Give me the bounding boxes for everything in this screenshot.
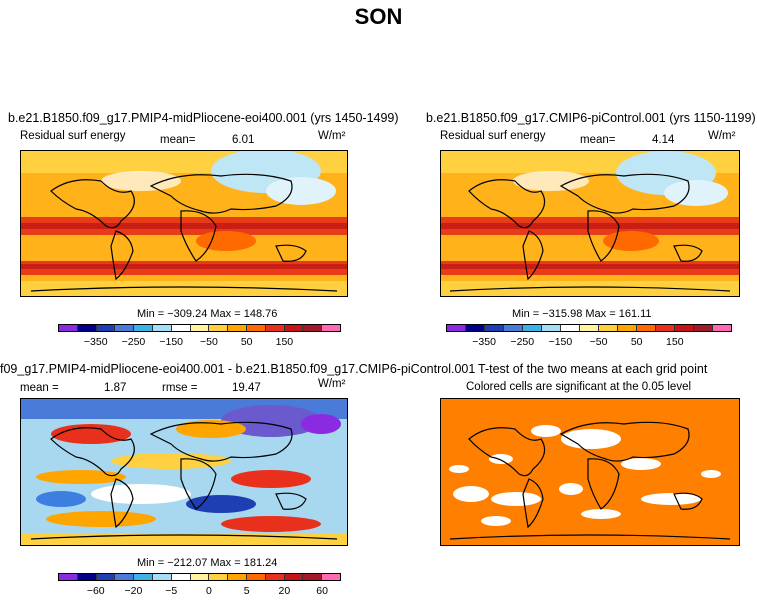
mean-label-difference: mean = <box>20 382 59 394</box>
colorbar-swatch <box>209 574 229 580</box>
colorbar-swatch <box>228 325 247 331</box>
mean-label-picontrol: mean= <box>580 134 616 146</box>
colorbar-swatch <box>190 325 210 331</box>
colorbar-tick-label: −250 <box>121 336 146 348</box>
colorbar-tick-label: 5 <box>243 585 250 597</box>
colorbar-swatch <box>303 574 323 580</box>
units-label-pliocene: W/m² <box>318 130 346 142</box>
colorbar-swatch <box>580 325 599 331</box>
colorbar-swatch <box>265 574 285 580</box>
colorbar-tick-label: −50 <box>589 336 608 348</box>
units-label-difference: W/m² <box>318 378 346 390</box>
colorbar-swatch <box>284 574 304 580</box>
colorbar-swatch <box>561 325 580 331</box>
colorbar-swatch <box>485 325 504 331</box>
colorbar-swatch <box>504 325 523 331</box>
colorbar-swatch <box>115 574 135 580</box>
colorbar-swatch <box>466 325 485 331</box>
colorbar-swatch <box>637 325 656 331</box>
minmax-difference: Min = −212.07 Max = 181.24 <box>137 557 278 569</box>
variable-label-pliocene: Residual surf energy <box>20 130 126 142</box>
colorbar-tick-label: 50 <box>240 336 253 348</box>
colorbar-tick-label: 150 <box>275 336 294 348</box>
panel-subtitle-ttest: Colored cells are significant at the 0.0… <box>466 381 692 393</box>
colorbar-swatch <box>599 325 618 331</box>
colorbar-swatch <box>228 574 247 580</box>
colorbar-swatch <box>171 325 191 331</box>
colorbar-swatch <box>77 325 97 331</box>
panel-title-picontrol: b.e21.B1850.f09_g17.CMIP6-piControl.001 … <box>426 111 756 125</box>
colorbar-tick-label: −20 <box>124 585 143 597</box>
colorbar-difference <box>58 573 341 581</box>
colorbar-swatch <box>542 325 561 331</box>
colorbar-swatch <box>265 325 285 331</box>
colorbar-tick-label: 0 <box>206 585 212 597</box>
colorbar-swatch <box>284 325 304 331</box>
colorbar-swatch <box>209 325 229 331</box>
mean-value-picontrol: 4.14 <box>652 134 675 146</box>
colorbar-tick-label: 50 <box>630 336 643 348</box>
colorbar-tick-label: −50 <box>200 336 218 348</box>
colorbar-swatch <box>523 325 542 331</box>
colorbar-picontrol <box>446 324 732 332</box>
units-label-picontrol: W/m² <box>708 130 736 142</box>
colorbar-pliocene <box>58 324 341 332</box>
colorbar-tick-label: −150 <box>548 336 573 348</box>
colorbar-swatch <box>134 325 153 331</box>
colorbar-swatch <box>447 325 466 331</box>
panel-title-difference: f09_g17.PMIP4-midPliocene-eoi400.001 - b… <box>0 362 476 376</box>
colorbar-swatch <box>152 325 172 331</box>
map-ttest <box>440 398 740 546</box>
colorbar-tick-label: 20 <box>278 585 291 597</box>
mean-label-pliocene: mean= <box>160 134 196 146</box>
colorbar-swatch <box>694 325 713 331</box>
colorbar-tick-label: −5 <box>165 585 178 597</box>
colorbar-swatch <box>96 574 116 580</box>
colorbar-tick-label: −60 <box>86 585 105 597</box>
map-picontrol <box>440 150 740 297</box>
colorbar-swatch <box>656 325 675 331</box>
map-difference <box>20 398 348 546</box>
colorbar-swatch <box>303 325 323 331</box>
minmax-picontrol: Min = −315.98 Max = 161.11 <box>512 308 652 320</box>
map-pliocene <box>20 150 348 297</box>
colorbar-swatch <box>59 574 78 580</box>
minmax-pliocene: Min = −309.24 Max = 148.76 <box>137 308 278 320</box>
colorbar-swatch <box>152 574 172 580</box>
colorbar-tick-label: −250 <box>510 336 535 348</box>
variable-label-picontrol: Residual surf energy <box>440 130 546 142</box>
colorbar-swatch <box>171 574 191 580</box>
colorbar-swatch <box>77 574 97 580</box>
colorbar-tick-label: −350 <box>83 336 108 348</box>
rmse-value-difference: 19.47 <box>232 382 261 394</box>
colorbar-swatch <box>246 325 266 331</box>
colorbar-swatch <box>96 325 116 331</box>
colorbar-swatch <box>322 325 340 331</box>
panel-title-pliocene: b.e21.B1850.f09_g17.PMIP4-midPliocene-eo… <box>8 111 399 125</box>
colorbar-swatch <box>134 574 153 580</box>
colorbar-swatch <box>675 325 694 331</box>
colorbar-swatch <box>59 325 78 331</box>
colorbar-swatch <box>618 325 637 331</box>
mean-value-difference: 1.87 <box>104 382 127 394</box>
colorbar-swatch <box>190 574 210 580</box>
colorbar-tick-label: 60 <box>316 585 328 597</box>
colorbar-tick-label: 150 <box>666 336 684 348</box>
colorbar-tick-label: −350 <box>472 336 496 348</box>
colorbar-swatch <box>713 325 731 331</box>
colorbar-swatch <box>246 574 266 580</box>
colorbar-tick-label: −150 <box>159 336 184 348</box>
mean-value-pliocene: 6.01 <box>232 134 255 146</box>
colorbar-swatch <box>322 574 340 580</box>
rmse-label-difference: rmse = <box>162 382 198 394</box>
season-title: SON <box>354 4 403 29</box>
colorbar-swatch <box>115 325 135 331</box>
panel-title-ttest: T-test of the two means at each grid poi… <box>478 362 708 376</box>
